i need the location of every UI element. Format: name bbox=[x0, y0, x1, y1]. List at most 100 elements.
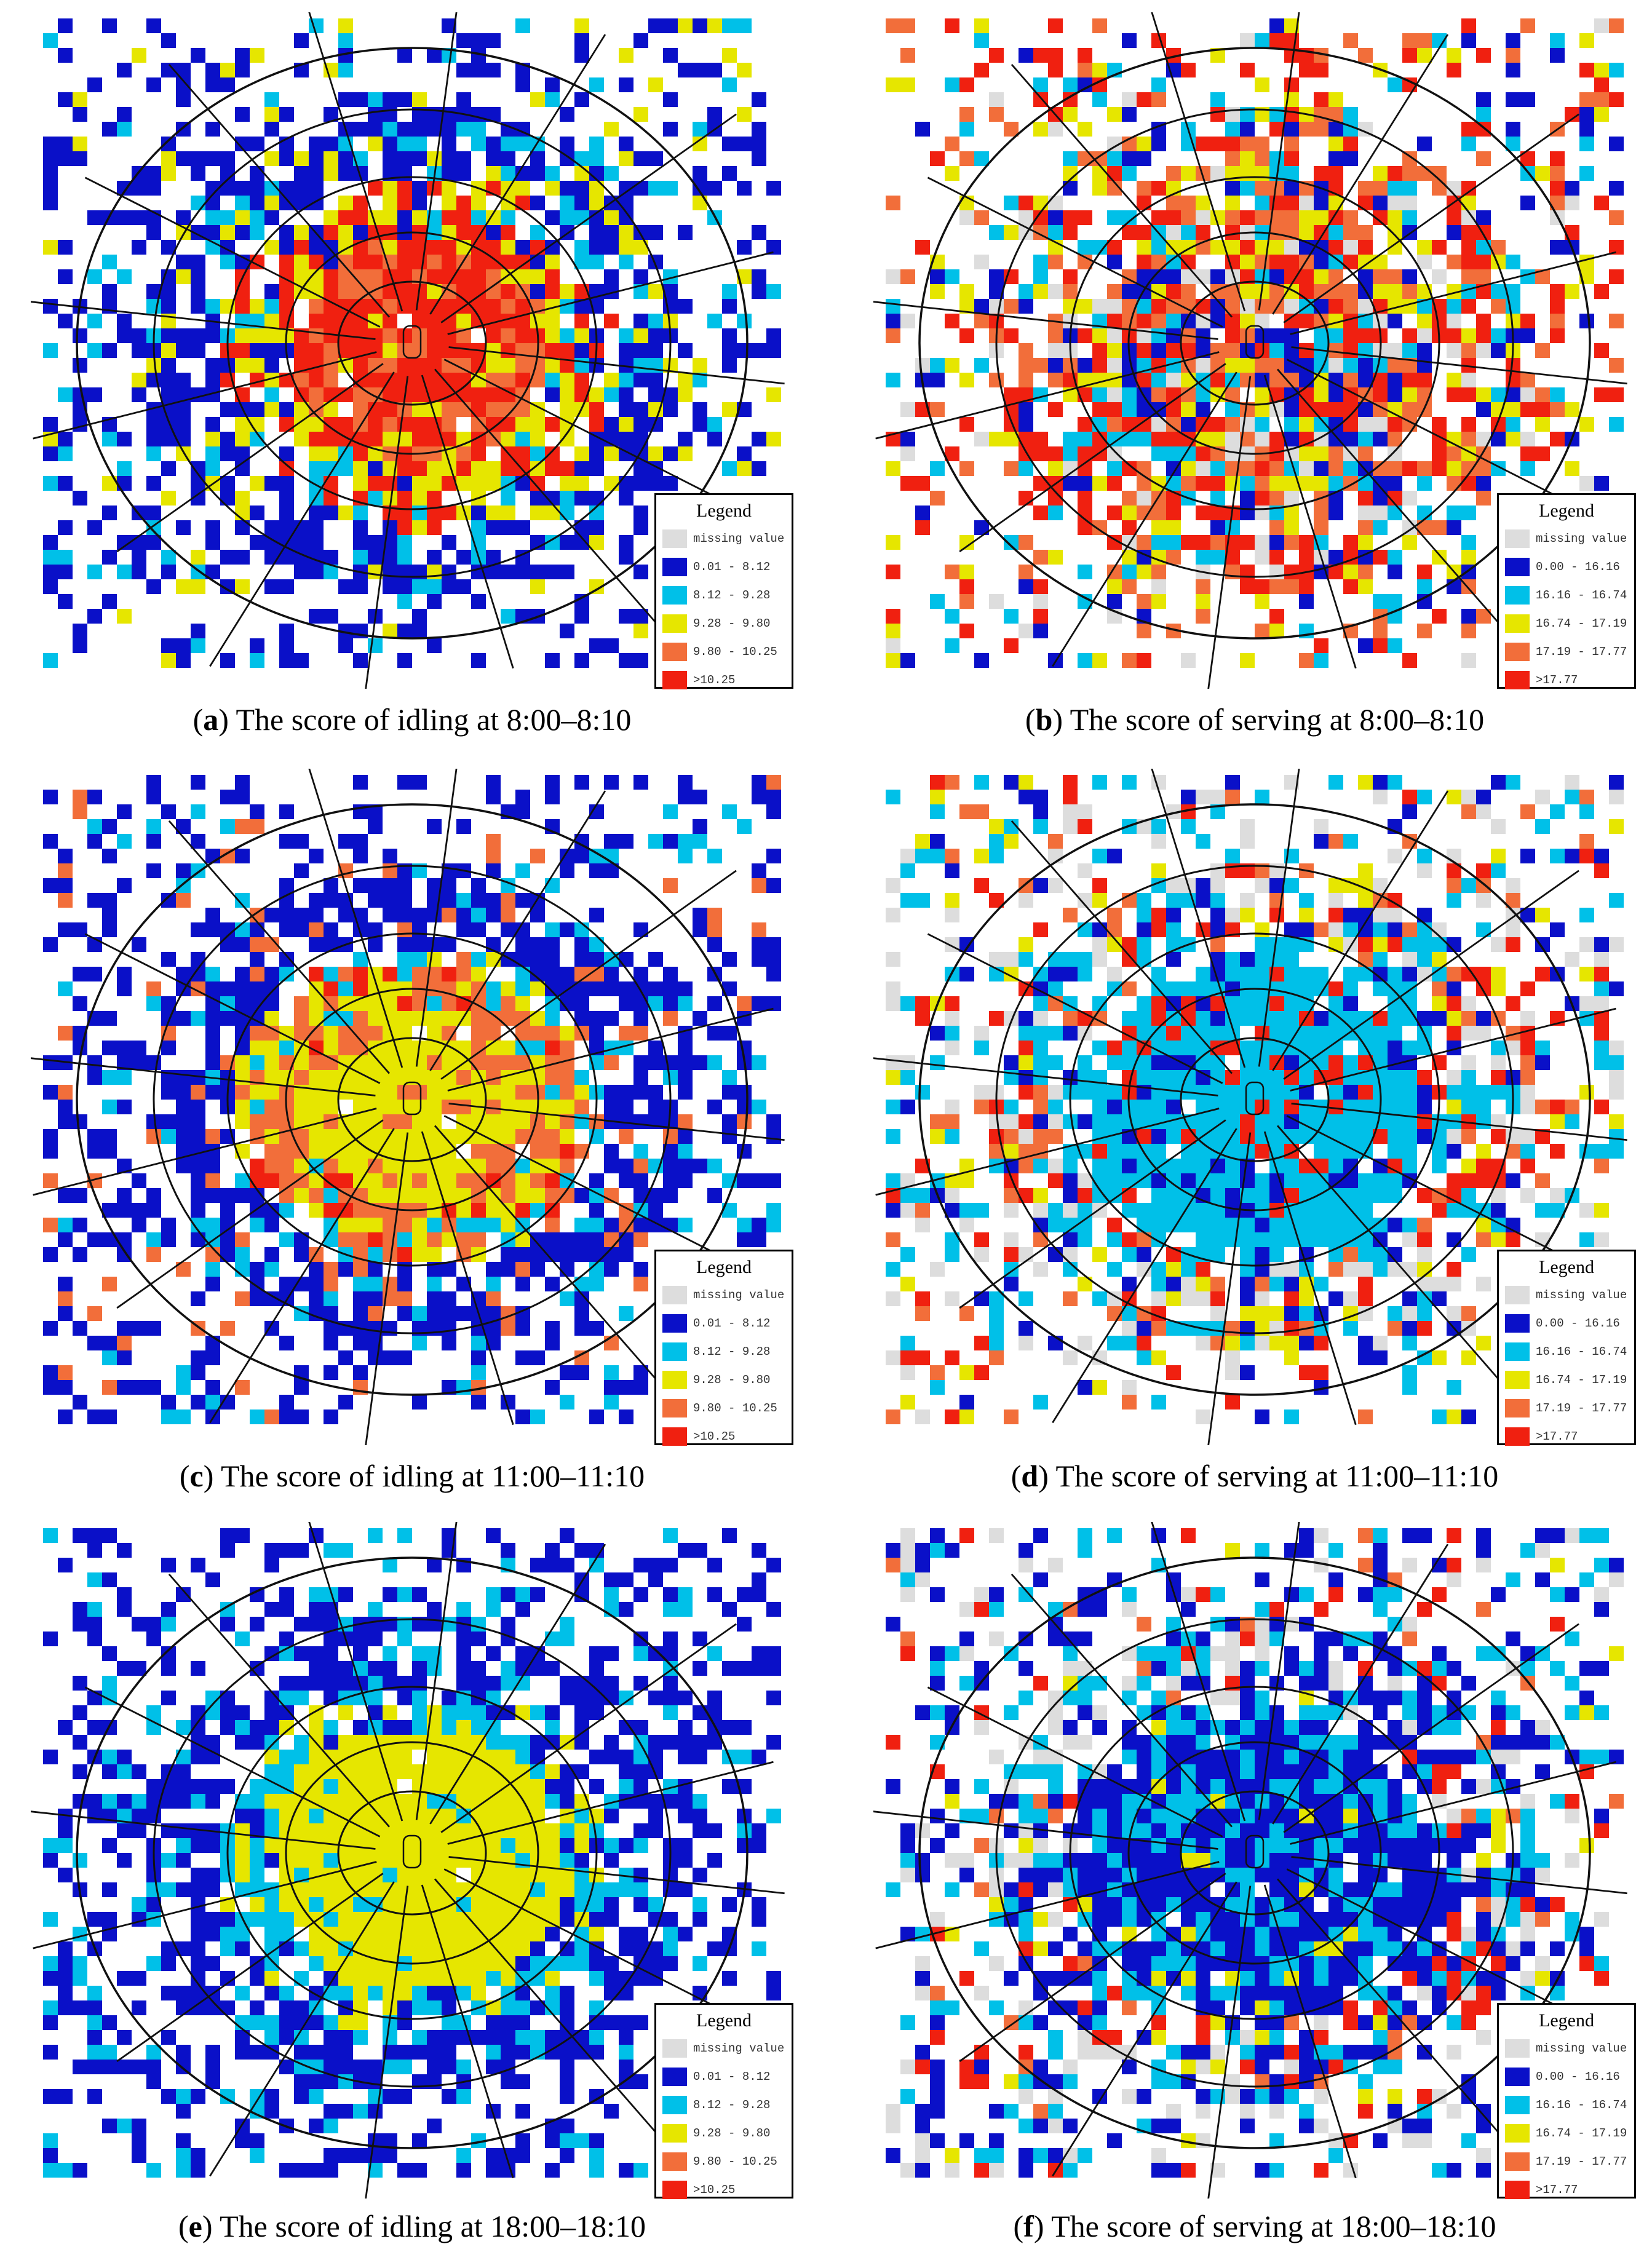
grid-cell bbox=[1447, 520, 1461, 535]
grid-cell bbox=[368, 491, 383, 506]
grid-cell bbox=[43, 834, 58, 849]
grid-cell bbox=[1019, 937, 1033, 952]
grid-cell bbox=[1373, 255, 1388, 269]
grid-cell bbox=[530, 196, 545, 210]
grid-cell bbox=[117, 107, 132, 122]
grid-cell bbox=[471, 1159, 486, 1173]
grid-cell bbox=[633, 1188, 648, 1203]
grid-cell bbox=[1063, 1011, 1078, 1026]
grid-cell bbox=[1151, 834, 1166, 849]
grid-cell bbox=[43, 137, 58, 151]
grid-cell bbox=[1358, 476, 1373, 491]
grid-cell bbox=[309, 1203, 324, 1218]
grid-cell bbox=[471, 878, 486, 893]
grid-cell bbox=[486, 1085, 501, 1100]
grid-cell bbox=[442, 1085, 456, 1100]
grid-cell bbox=[279, 922, 294, 937]
grid-cell bbox=[353, 550, 368, 565]
grid-cell bbox=[117, 210, 132, 225]
radial-road bbox=[447, 251, 774, 335]
grid-cell bbox=[1063, 314, 1078, 328]
grid-cell bbox=[1447, 1070, 1461, 1085]
grid-cell bbox=[1373, 1026, 1388, 1041]
grid-cell bbox=[1004, 1410, 1019, 1424]
radial-road bbox=[873, 1057, 1218, 1096]
grid-cell bbox=[205, 1350, 220, 1365]
grid-cell bbox=[220, 255, 235, 269]
grid-cell bbox=[1255, 387, 1269, 402]
grid-cell bbox=[486, 1277, 501, 1291]
grid-cell bbox=[102, 908, 117, 922]
grid-cell bbox=[1579, 1085, 1594, 1100]
grid-cell bbox=[220, 63, 235, 77]
grid-cell bbox=[1594, 107, 1609, 122]
grid-cell bbox=[220, 225, 235, 240]
grid-cell bbox=[1122, 166, 1137, 181]
grid-cell bbox=[146, 299, 161, 314]
grid-cell bbox=[1388, 1085, 1402, 1100]
grid-cell bbox=[1402, 1085, 1417, 1100]
grid-cell bbox=[1255, 1291, 1269, 1306]
grid-cell bbox=[693, 1632, 707, 1646]
grid-cell bbox=[1299, 314, 1314, 328]
grid-cell bbox=[368, 1632, 383, 1646]
grid-cell bbox=[766, 790, 781, 804]
legend-swatch bbox=[1505, 1342, 1530, 1361]
grid-cell bbox=[1240, 210, 1255, 225]
grid-cell bbox=[442, 535, 456, 550]
grid-cell bbox=[1328, 299, 1343, 314]
grid-cell bbox=[1240, 122, 1255, 137]
grid-cell bbox=[1328, 1100, 1343, 1114]
grid-cell bbox=[515, 520, 530, 535]
grid-cell bbox=[324, 550, 338, 565]
grid-cell bbox=[1402, 373, 1417, 387]
grid-cell bbox=[1255, 196, 1269, 210]
grid-cell bbox=[589, 506, 604, 520]
grid-cell bbox=[1594, 1100, 1609, 1114]
grid-cell bbox=[1004, 609, 1019, 624]
grid-cell bbox=[368, 1129, 383, 1144]
grid-cell bbox=[456, 1129, 471, 1144]
grid-cell bbox=[338, 225, 353, 240]
grid-cell bbox=[279, 151, 294, 166]
grid-cell bbox=[1343, 240, 1358, 255]
grid-cell bbox=[1107, 1085, 1122, 1100]
grid-cell bbox=[1594, 952, 1609, 967]
grid-cell bbox=[1461, 33, 1476, 48]
grid-cell bbox=[589, 908, 604, 922]
grid-cell bbox=[412, 181, 427, 196]
grid-cell bbox=[663, 1558, 678, 1572]
grid-cell bbox=[1122, 520, 1137, 535]
grid-cell bbox=[1225, 1188, 1240, 1203]
grid-cell bbox=[974, 775, 989, 790]
grid-cell bbox=[574, 476, 589, 491]
grid-cell bbox=[501, 922, 515, 937]
grid-cell bbox=[324, 151, 338, 166]
grid-cell bbox=[486, 299, 501, 314]
grid-cell bbox=[456, 373, 471, 387]
grid-cell bbox=[412, 476, 427, 491]
grid-cell bbox=[974, 1247, 989, 1262]
grid-cell bbox=[1240, 1306, 1255, 1321]
grid-cell bbox=[397, 775, 412, 790]
grid-cell bbox=[619, 476, 633, 491]
grid-cell bbox=[1269, 520, 1284, 535]
radial-road bbox=[447, 1007, 774, 1092]
grid-cell bbox=[560, 387, 574, 402]
grid-cell bbox=[1284, 922, 1299, 937]
grid-cell bbox=[604, 1676, 619, 1691]
grid-cell bbox=[900, 1188, 915, 1203]
grid-cell bbox=[87, 1632, 102, 1646]
legend-item-3: 16.74 - 17.19 bbox=[1505, 609, 1628, 638]
grid-cell bbox=[161, 166, 176, 181]
grid-cell bbox=[1461, 137, 1476, 151]
grid-cell bbox=[530, 849, 545, 863]
grid-cell bbox=[176, 1011, 191, 1026]
grid-cell bbox=[43, 1173, 58, 1188]
grid-cell bbox=[1122, 1277, 1137, 1291]
grid-cell bbox=[1240, 137, 1255, 151]
grid-cell bbox=[1535, 1041, 1550, 1055]
grid-cell bbox=[915, 520, 930, 535]
grid-cell bbox=[515, 863, 530, 878]
grid-cell bbox=[545, 565, 560, 579]
